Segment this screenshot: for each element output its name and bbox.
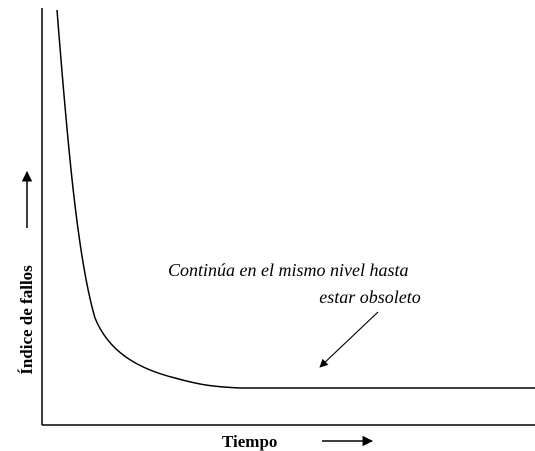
x-axis-label: Tiempo <box>222 432 277 451</box>
annotation-line: Continúa en el mismo nivel hasta <box>168 260 408 280</box>
annotation-line: estar obsoleto <box>319 287 421 307</box>
failure-curve <box>56 9 535 389</box>
annotation-arrow <box>319 311 379 368</box>
y-axis-label: Índice de fallos <box>17 265 36 375</box>
